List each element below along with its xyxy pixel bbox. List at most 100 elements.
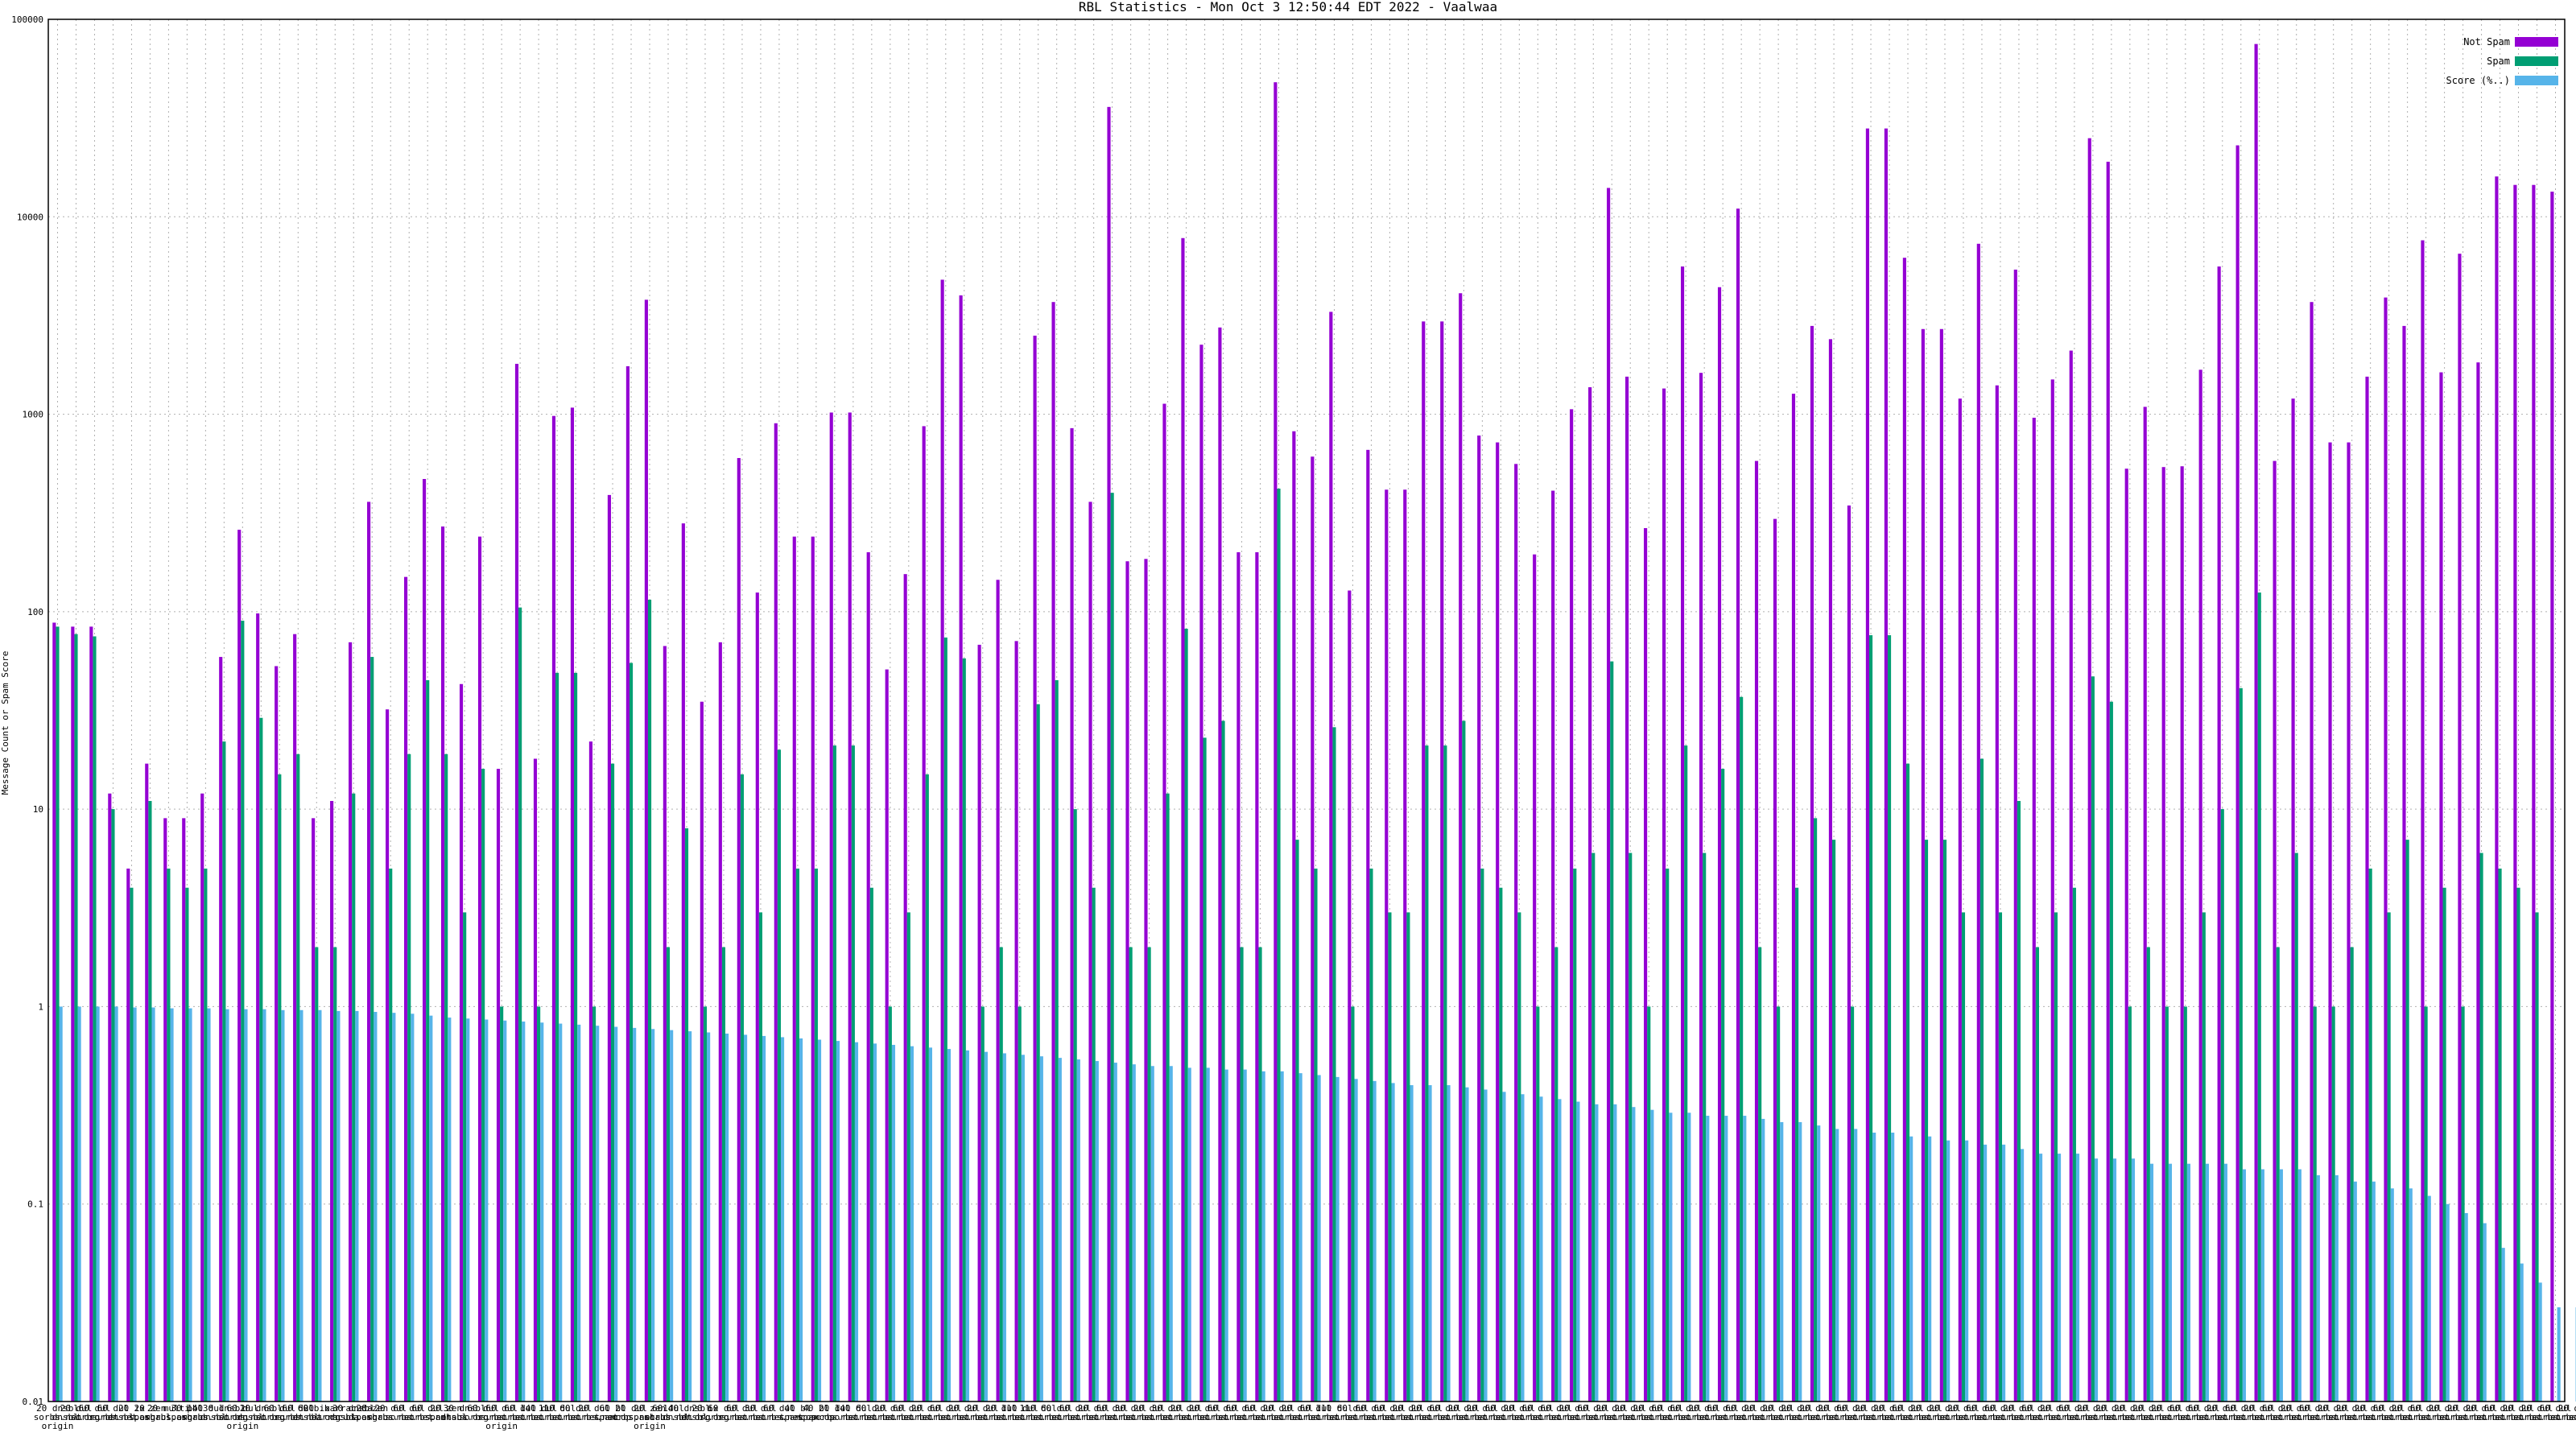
bar-not-spam	[774, 423, 778, 1402]
x-tick-label: sorbs.net	[848, 1412, 896, 1422]
x-tick-label: 60 dul	[504, 1403, 536, 1414]
x-tick-label: 20 dul	[1170, 1403, 1203, 1414]
bar-score	[151, 1007, 155, 1402]
bar-not-spam	[145, 763, 149, 1402]
x-tick-label: sorbs.net	[1125, 1412, 1174, 1422]
x-tick-label: 60 dul	[1725, 1403, 1757, 1414]
bar-not-spam	[1976, 243, 1980, 1402]
x-tick-label: sorbs.net	[1569, 1412, 1617, 1422]
x-tick-label: 30 dnsbl	[332, 1403, 375, 1414]
x-tick-label: 60 dul	[467, 1403, 499, 1414]
bar-score	[1946, 1140, 1951, 1402]
x-tick-label: 60 dul	[559, 1403, 592, 1414]
bar-not-spam	[1514, 464, 1518, 1402]
bar-score	[1965, 1140, 1969, 1402]
bar-not-spam	[848, 412, 852, 1402]
bar-spam	[2368, 868, 2372, 1402]
bar-not-spam	[1570, 409, 1574, 1402]
bar-spam	[684, 828, 689, 1402]
axes	[47, 19, 2566, 1402]
legend: Not Spam Spam Score (%..)	[2446, 36, 2558, 86]
x-tick-label: 60 dul	[2262, 1403, 2294, 1414]
bar-spam	[1462, 720, 1466, 1402]
bar-spam	[1979, 758, 1984, 1402]
x-tick-label: 20 dul	[1799, 1403, 1831, 1414]
x-tick-label: 60 dul	[1245, 1403, 1277, 1414]
x-tick-label: sorbs.net	[1311, 1412, 1359, 1422]
x-tick-label: 20 dul	[1189, 1403, 1221, 1414]
bar-spam	[2535, 912, 2539, 1402]
bar-not-spam	[755, 592, 759, 1402]
bar-spam	[999, 947, 1003, 1402]
x-tick-label: 20 dul	[1558, 1403, 1591, 1414]
bar-spam	[2239, 687, 2243, 1402]
bar-spam	[1425, 745, 1429, 1402]
bar-not-spam	[1810, 325, 1814, 1402]
bar-not-spam	[2291, 398, 2295, 1402]
x-tick-label: dnsbl.org	[329, 1412, 378, 1422]
x-tick-label: sorbs.net	[2106, 1412, 2154, 1422]
bar-spam	[703, 1006, 708, 1402]
bar-score	[725, 1033, 729, 1402]
bar-score	[503, 1020, 507, 1402]
bar-spam	[2331, 1006, 2335, 1402]
x-tick-label: sorbs.net	[1422, 1412, 1470, 1422]
bar-score	[2372, 1181, 2376, 1402]
x-tick-label: 20 multi	[147, 1403, 190, 1414]
x-tick-label: sorbs.net	[1199, 1412, 1248, 1422]
bar-not-spam	[1791, 394, 1796, 1402]
bar-not-spam	[459, 683, 464, 1402]
x-tick-label: sorbs.net	[1736, 1412, 1784, 1422]
x-tick-label: 20 dul	[2207, 1403, 2239, 1414]
bar-score	[1909, 1136, 1913, 1402]
x-tick-label: 60 dul	[2225, 1403, 2257, 1414]
x-tick-label: sorbs.net	[940, 1412, 989, 1422]
bar-spam	[777, 749, 781, 1402]
bar-not-spam	[607, 494, 611, 1402]
y-tick-label: 0.01	[23, 1397, 44, 1407]
bar-score	[1521, 1094, 1525, 1402]
bar-not-spam	[1958, 398, 1962, 1402]
bar-spam	[629, 663, 634, 1402]
x-tick-label: sorbs.net	[403, 1412, 452, 1422]
bar-score	[1428, 1085, 1432, 1402]
x-tick-label: 60 dul	[2299, 1403, 2331, 1414]
bar-score	[1095, 1061, 1099, 1402]
bar-score	[281, 1009, 285, 1402]
bar-not-spam	[2180, 466, 2184, 1402]
x-tick-label: 60 dul	[1484, 1403, 1517, 1414]
bar-score	[965, 1050, 969, 1402]
x-tick-label: 60 dul	[1892, 1403, 1924, 1414]
x-tick-label: sorbs.net	[2384, 1412, 2432, 1422]
bar-not-spam	[922, 426, 926, 1402]
bar-score	[1039, 1056, 1043, 1402]
x-tick-label: 60 dul	[263, 1403, 295, 1414]
bar-score	[485, 1019, 489, 1402]
bar-spam	[1258, 947, 1262, 1402]
bar-score	[2557, 1307, 2561, 1402]
bar-not-spam	[2365, 376, 2369, 1402]
x-tick-label: sorbs.net	[1921, 1412, 1969, 1422]
chart-title: RBL Statistics - Mon Oct 3 12:50:44 EDT …	[1079, 0, 1497, 14]
x-tick-label: sorbs.net	[1329, 1412, 1377, 1422]
x-tick-label: sorbs.net	[1680, 1412, 1728, 1422]
x-tick-label: 20 dnsbl	[36, 1403, 79, 1414]
x-tick-label: 60 dul	[1059, 1403, 1092, 1414]
bar-score	[1817, 1125, 1821, 1402]
bar-not-spam	[1847, 505, 1851, 1402]
x-tick-label: sorbs.net	[1144, 1412, 1192, 1422]
x-tick-label: sorbs.net	[533, 1412, 581, 1422]
bar-spam	[111, 809, 115, 1402]
bar-spam	[758, 912, 763, 1402]
bar-spam	[2276, 947, 2280, 1402]
bar-spam	[1721, 769, 1725, 1402]
x-tick-label: 20 dul	[1781, 1403, 1813, 1414]
x-tick-label: sorbs.net	[903, 1412, 952, 1422]
x-tick-label: 30 dul	[1152, 1403, 1184, 1414]
bar-score	[2501, 1248, 2505, 1402]
x-tick-label: origin	[634, 1421, 666, 1431]
bar-score	[355, 1010, 359, 1402]
bar-score	[651, 1029, 655, 1402]
bar-score	[707, 1032, 711, 1402]
